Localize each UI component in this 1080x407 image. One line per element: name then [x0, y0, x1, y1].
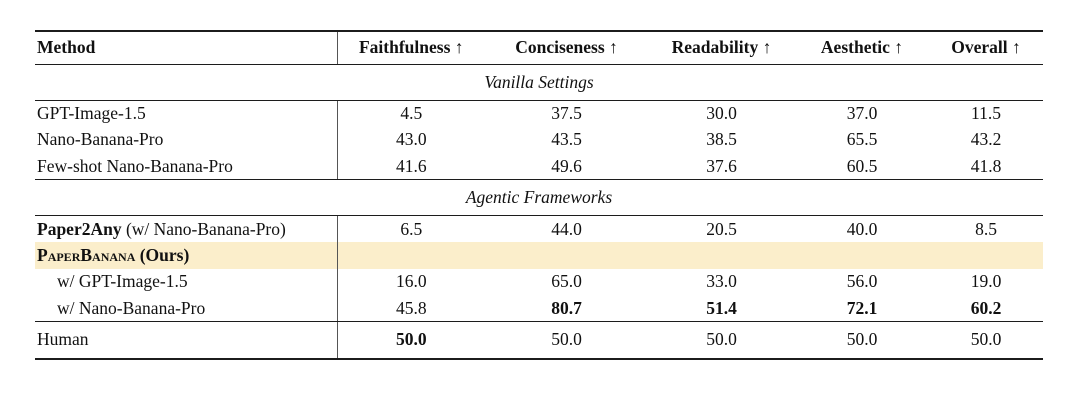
value-cell: 43.2	[970, 129, 1002, 150]
row-ours-nano-banana-pro: w/ Nano-Banana-Pro 45.8 80.7 51.4 72.1 6…	[35, 295, 1043, 322]
method-cell: Human	[35, 321, 337, 360]
col-header-aesthetic: Aesthetic ↑	[795, 31, 929, 65]
col-header-conciseness: Conciseness ↑	[485, 31, 648, 65]
value-cell: 40.0	[846, 218, 878, 239]
section-header-agentic-frameworks: Agentic Frameworks	[35, 179, 1043, 216]
value-cell: 16.0	[336, 268, 485, 295]
value-cell: 50.0	[795, 321, 929, 360]
value-cell: 65.0	[551, 271, 582, 292]
method-cell: GPT-Image-1.5	[37, 103, 146, 123]
value-cell: 50.0	[648, 321, 795, 360]
method-cell: PaperBanana (Ours)	[35, 242, 337, 269]
value-cell: 20.5	[706, 218, 737, 239]
value-cell-best: 72.1	[795, 295, 929, 322]
value-cell: 6.5	[336, 215, 485, 242]
row-human: Human 50.0 50.0 50.0 50.0 50.0	[35, 321, 1043, 360]
value-cell: 37.6	[648, 153, 795, 180]
method-cell: Few-shot Nano-Banana-Pro	[35, 153, 337, 180]
value-cell: 41.8	[929, 153, 1043, 180]
value-cell	[336, 242, 485, 269]
value-cell	[929, 242, 1043, 269]
value-cell: 43.0	[336, 126, 485, 153]
col-header-faithfulness: Faithfulness ↑	[336, 31, 485, 65]
col-header-overall: Overall ↑	[929, 31, 1043, 65]
row-nano-banana-pro: Nano-Banana-Pro 43.0 43.5 38.5 65.5 43.2	[35, 126, 1043, 153]
row-paper2any: Paper2Any (w/ Nano-Banana-Pro) 6.5 44.0 …	[35, 215, 1043, 243]
value-cell: 60.5	[795, 153, 929, 180]
method-name-suffix: (w/ Nano-Banana-Pro)	[121, 218, 286, 239]
value-cell: 50.0	[485, 321, 648, 360]
method-name-suffix: (Ours)	[135, 244, 190, 265]
value-cell: 41.6	[336, 153, 485, 180]
row-gpt-image-15: GPT-Image-1.5 4.5 37.5 30.0 37.0 11.5	[35, 100, 1043, 127]
row-fewshot-nano-banana-pro: Few-shot Nano-Banana-Pro 41.6 49.6 37.6 …	[35, 153, 1043, 180]
value-cell: 11.5	[971, 103, 1001, 123]
value-cell: 56.0	[846, 271, 878, 292]
value-cell-best: 60.2	[929, 295, 1043, 322]
col-header-readability: Readability ↑	[648, 31, 795, 65]
value-cell: 44.0	[551, 218, 582, 239]
header-row: Method Faithfulness ↑ Conciseness ↑ Read…	[35, 31, 1043, 65]
value-cell: 37.5	[551, 103, 582, 123]
method-cell: w/ GPT-Image-1.5	[57, 271, 188, 292]
value-cell: 30.0	[706, 103, 737, 123]
col-header-method: Method	[35, 31, 337, 65]
value-cell: 43.5	[551, 129, 582, 150]
value-cell: 33.0	[706, 271, 737, 292]
value-cell	[485, 242, 648, 269]
method-cell: Nano-Banana-Pro	[37, 129, 164, 150]
value-cell: 38.5	[706, 129, 737, 150]
value-cell	[795, 242, 929, 269]
value-cell: 49.6	[485, 153, 648, 180]
value-cell: 37.0	[846, 103, 878, 123]
value-cell: 50.0	[929, 321, 1043, 360]
value-cell: 8.5	[975, 218, 997, 239]
value-cell-best: 80.7	[485, 295, 648, 322]
section-label: Vanilla Settings	[35, 64, 1043, 101]
value-cell	[648, 242, 795, 269]
method-name-smallcaps: PaperBanana	[37, 244, 136, 265]
value-cell: 19.0	[970, 271, 1002, 292]
results-table: Method Faithfulness ↑ Conciseness ↑ Read…	[35, 30, 1043, 360]
method-cell: Paper2Any (w/ Nano-Banana-Pro)	[35, 216, 337, 243]
section-header-vanilla-settings: Vanilla Settings	[35, 64, 1043, 101]
value-cell-best: 51.4	[648, 295, 795, 322]
value-cell: 4.5	[336, 100, 485, 127]
method-name-bold: Paper2Any	[37, 218, 122, 239]
method-cell: w/ Nano-Banana-Pro	[35, 295, 337, 322]
section-label: Agentic Frameworks	[35, 179, 1043, 216]
value-cell-best: 50.0	[336, 321, 485, 360]
row-paperbanana-ours: PaperBanana (Ours)	[35, 242, 1043, 269]
row-ours-gpt-image-15: w/ GPT-Image-1.5 16.0 65.0 33.0 56.0 19.…	[35, 268, 1043, 295]
value-cell: 65.5	[846, 129, 878, 150]
value-cell: 45.8	[336, 295, 485, 322]
